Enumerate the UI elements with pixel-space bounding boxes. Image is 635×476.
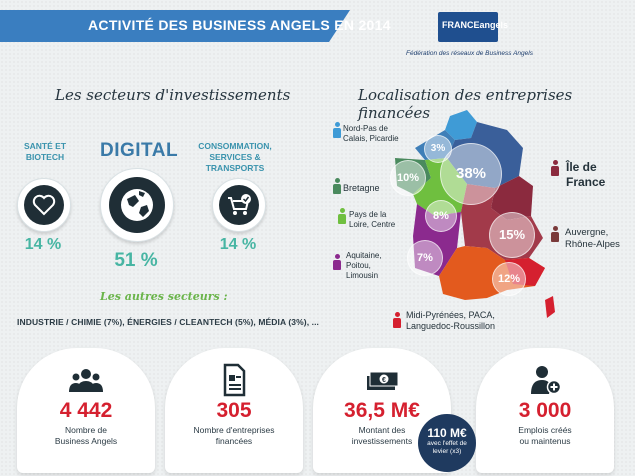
franceangels-logo bbox=[438, 12, 498, 42]
page-title: ACTIVITÉ DES BUSINESS ANGELS EN 2014 bbox=[88, 17, 391, 33]
bubble-idf: 38% bbox=[440, 143, 502, 205]
logo-text: FRANCEangels bbox=[442, 20, 509, 30]
sectors-title: Les secteurs d'investissements bbox=[55, 86, 291, 104]
document-icon bbox=[216, 362, 252, 398]
levier-value: 110 M€ bbox=[427, 426, 467, 440]
person-icon-idf bbox=[551, 160, 559, 176]
region-label-auvergne: Auvergne, Rhône-Alpes bbox=[565, 227, 620, 250]
stat-card-emplois: 3 000 Emplois créés ou maintenus bbox=[476, 348, 614, 473]
stat-card-entreprises: 305 Nombre d'entreprises financées bbox=[165, 348, 303, 473]
region-label-bretagne: Bretagne bbox=[343, 183, 380, 193]
logo-subtitle: Fédération des réseaux de Business Angel… bbox=[406, 50, 533, 57]
levier-line2: levier (x3) bbox=[432, 447, 462, 455]
bubble-auvergne: 15% bbox=[489, 212, 535, 258]
cart-icon bbox=[219, 185, 259, 225]
other-sectors-list: INDUSTRIE / CHIMIE (7%), ÉNERGIES / CLEA… bbox=[17, 317, 320, 327]
digital-percent: 51 % bbox=[114, 250, 158, 271]
person-icon-auvergne bbox=[551, 226, 559, 242]
region-label-sud: Midi-Pyrénées, PACA, Languedoc-Roussillo… bbox=[406, 310, 496, 332]
region-label-idf: Île de France bbox=[566, 160, 606, 189]
other-sectors-title: Les autres secteurs : bbox=[100, 290, 228, 303]
stat-value-business-angels: 4 442 bbox=[59, 399, 113, 422]
stat-label-entreprises: Nombre d'entreprises financées bbox=[193, 425, 275, 447]
stat-label-emplois: Emplois créés ou maintenus bbox=[518, 425, 572, 447]
globe-icon bbox=[109, 177, 165, 233]
sector-label-sante: SANTÉ ET BIOTECH bbox=[23, 141, 67, 163]
people-icon bbox=[68, 362, 104, 398]
levier-line1: avec l'effet de bbox=[427, 440, 467, 447]
person-icon-aquitaine bbox=[333, 254, 341, 270]
person-icon-nord bbox=[333, 122, 341, 138]
sante-circle bbox=[17, 178, 71, 232]
stat-label-investissements: Montant des investissements bbox=[351, 425, 413, 447]
digital-circle bbox=[100, 168, 174, 242]
svg-text:€: € bbox=[382, 377, 386, 384]
region-label-pdl: Pays de la Loire, Centre bbox=[349, 210, 396, 229]
region-label-aquitaine: Aquitaine, Poitou, Limousin bbox=[346, 251, 382, 280]
stat-card-business-angels: 4 442 Nombre de Business Angels bbox=[17, 348, 155, 473]
bubble-sud: 12% bbox=[492, 262, 526, 296]
bubble-bretagne: 10% bbox=[390, 160, 426, 196]
stat-value-investissements: 36,5 M€ bbox=[344, 399, 420, 422]
header-ribbon bbox=[0, 10, 350, 42]
region-corse bbox=[545, 296, 555, 318]
sector-label-digital: DIGITAL bbox=[100, 140, 179, 161]
bubble-pdl: 8% bbox=[425, 200, 457, 232]
region-label-nord: Nord-Pas de Calais, Picardie bbox=[343, 124, 399, 143]
consommation-percent: 14 % bbox=[219, 236, 257, 253]
levier-badge: 110 M€ avec l'effet de levier (x3) bbox=[418, 414, 476, 472]
bubble-aquitaine: 7% bbox=[407, 240, 443, 276]
region-nord bbox=[445, 110, 477, 140]
consommation-circle bbox=[212, 178, 266, 232]
sector-label-consommation: CONSOMMATION, SERVICES & TRANSPORTS bbox=[198, 141, 272, 174]
stat-value-entreprises: 305 bbox=[216, 399, 252, 422]
person-icon-pdl bbox=[338, 208, 346, 224]
heart-icon bbox=[24, 185, 64, 225]
money-icon: € bbox=[364, 362, 400, 398]
france-map bbox=[395, 110, 555, 318]
stat-label-business-angels: Nombre de Business Angels bbox=[54, 425, 118, 447]
stat-value-emplois: 3 000 bbox=[518, 399, 572, 422]
sante-percent: 14 % bbox=[24, 236, 62, 253]
region-est bbox=[491, 176, 533, 220]
localisation-title: Localisation des entreprises financées bbox=[358, 86, 573, 122]
person-icon-sud bbox=[393, 312, 401, 328]
user-add-icon bbox=[527, 362, 563, 398]
person-icon-bretagne bbox=[333, 178, 341, 194]
